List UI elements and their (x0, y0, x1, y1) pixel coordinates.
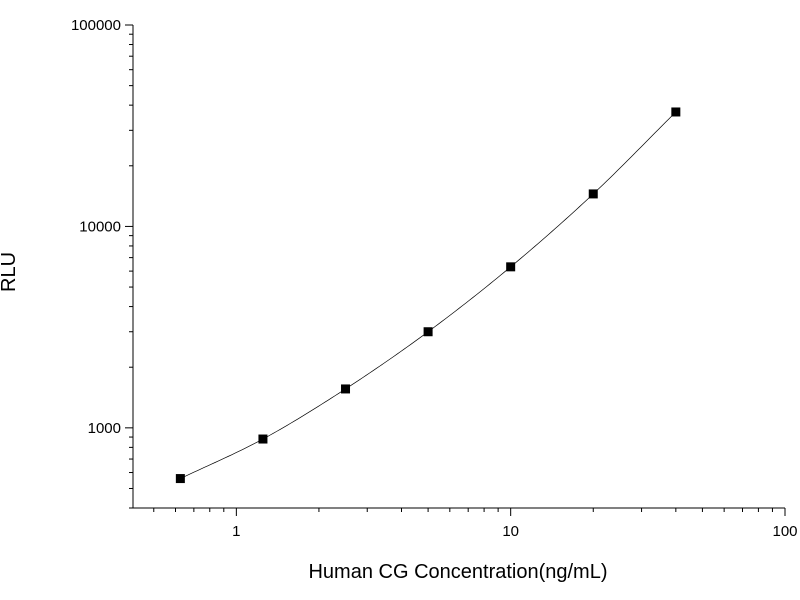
axes: 1 10 100 1000 10000 100000 (71, 17, 798, 540)
data-point-marker (258, 434, 268, 444)
x-tick-label: 1 (232, 523, 240, 540)
data-point-marker (588, 189, 598, 199)
y-axis-title: RLU (0, 252, 20, 292)
y-tick-label: 1000 (88, 420, 121, 437)
y-tick-label: 100000 (71, 17, 121, 34)
y-tick-label: 10000 (79, 218, 121, 235)
data-markers (175, 107, 681, 484)
fit-curve-line (180, 111, 677, 479)
x-tick-label: 100 (772, 523, 797, 540)
data-point-marker (671, 107, 681, 117)
data-point-marker (175, 474, 185, 484)
data-point-marker (341, 384, 351, 394)
x-axis-title: Human CG Concentration(ng/mL) (308, 561, 607, 583)
x-tick-label: 10 (502, 523, 519, 540)
data-point-marker (423, 327, 433, 337)
data-point-marker (506, 262, 516, 272)
fit-curve-layer (180, 111, 677, 479)
